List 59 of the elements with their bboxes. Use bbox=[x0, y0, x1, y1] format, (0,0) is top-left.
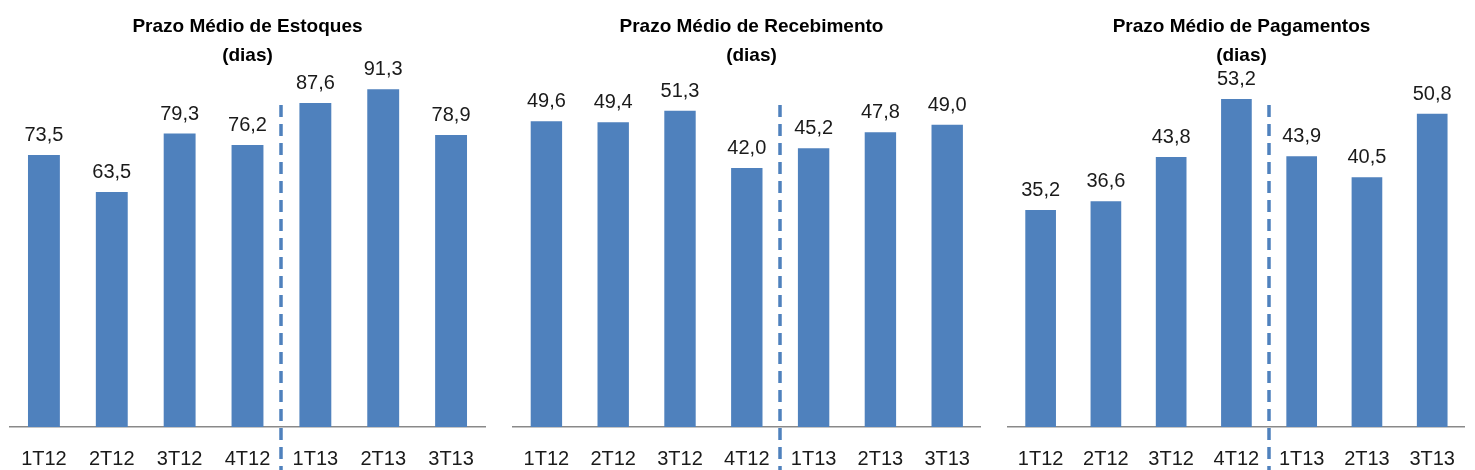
data-label: 50,8 bbox=[1412, 81, 1452, 104]
data-label: 40,5 bbox=[1347, 145, 1387, 168]
bar bbox=[1351, 177, 1383, 427]
bar bbox=[299, 102, 332, 427]
data-label: 42,0 bbox=[727, 136, 767, 158]
x-tick-label: 3T13 bbox=[428, 446, 474, 469]
bar bbox=[367, 89, 400, 427]
bar bbox=[1025, 209, 1056, 427]
data-label: 76,2 bbox=[228, 113, 267, 136]
data-label: 63,5 bbox=[92, 160, 132, 183]
x-tick-label: 1T13 bbox=[790, 446, 837, 469]
x-tick-label: 3T13 bbox=[924, 446, 970, 469]
chart-title: Prazo Médio de Recebimento (dias) bbox=[619, 14, 884, 67]
x-tick-label: 3T12 bbox=[156, 446, 203, 469]
bar bbox=[1090, 201, 1122, 427]
bar bbox=[1155, 156, 1187, 427]
data-label: 49,0 bbox=[927, 92, 967, 115]
data-label: 43,9 bbox=[1282, 124, 1322, 147]
x-tick-label: 3T12 bbox=[1148, 446, 1194, 469]
x-tick-label: 1T13 bbox=[292, 446, 339, 469]
bar bbox=[1416, 113, 1448, 427]
data-label: 79,3 bbox=[160, 101, 200, 124]
x-tick-label: 2T12 bbox=[1083, 446, 1129, 469]
x-tick-label: 1T12 bbox=[21, 446, 67, 469]
data-label: 53,2 bbox=[1216, 66, 1256, 89]
data-label: 91,3 bbox=[363, 57, 403, 80]
x-tick-label: 4T12 bbox=[724, 446, 770, 469]
bar bbox=[163, 133, 196, 427]
data-label: 47,8 bbox=[860, 100, 900, 123]
bar bbox=[231, 145, 264, 427]
data-label: 43,8 bbox=[1151, 124, 1191, 147]
data-label: 78,9 bbox=[431, 103, 471, 126]
data-label: 51,3 bbox=[660, 78, 700, 101]
bar bbox=[27, 155, 60, 427]
data-label: 36,6 bbox=[1086, 169, 1126, 192]
x-tick-label: 3T13 bbox=[1409, 446, 1455, 469]
x-tick-label: 2T13 bbox=[857, 446, 904, 469]
x-tick-label: 2T12 bbox=[590, 446, 636, 469]
data-label: 35,2 bbox=[1021, 177, 1061, 200]
x-tick-label: 2T12 bbox=[88, 446, 135, 469]
bar bbox=[1286, 156, 1318, 427]
bar bbox=[1221, 98, 1252, 427]
x-tick-label: 3T12 bbox=[657, 446, 703, 469]
data-label: 49,6 bbox=[526, 89, 566, 112]
bar bbox=[435, 135, 468, 427]
x-tick-label: 1T12 bbox=[523, 446, 570, 469]
x-tick-label: 1T12 bbox=[1017, 446, 1064, 469]
x-tick-label: 4T12 bbox=[224, 446, 271, 469]
x-tick-label: 1T13 bbox=[1278, 446, 1325, 469]
data-label: 45,2 bbox=[794, 116, 834, 139]
chart-title: Prazo Médio de Estoques (dias) bbox=[132, 14, 363, 67]
chart-title: Prazo Médio de Pagamentos (dias) bbox=[1112, 15, 1371, 65]
x-tick-label: 2T13 bbox=[360, 446, 407, 469]
bar bbox=[95, 192, 128, 427]
data-label: 49,4 bbox=[593, 90, 633, 113]
x-tick-label: 2T13 bbox=[1344, 446, 1390, 469]
data-label: 87,6 bbox=[295, 70, 335, 93]
x-tick-label: 4T12 bbox=[1213, 446, 1260, 469]
data-label: 73,5 bbox=[24, 123, 64, 146]
